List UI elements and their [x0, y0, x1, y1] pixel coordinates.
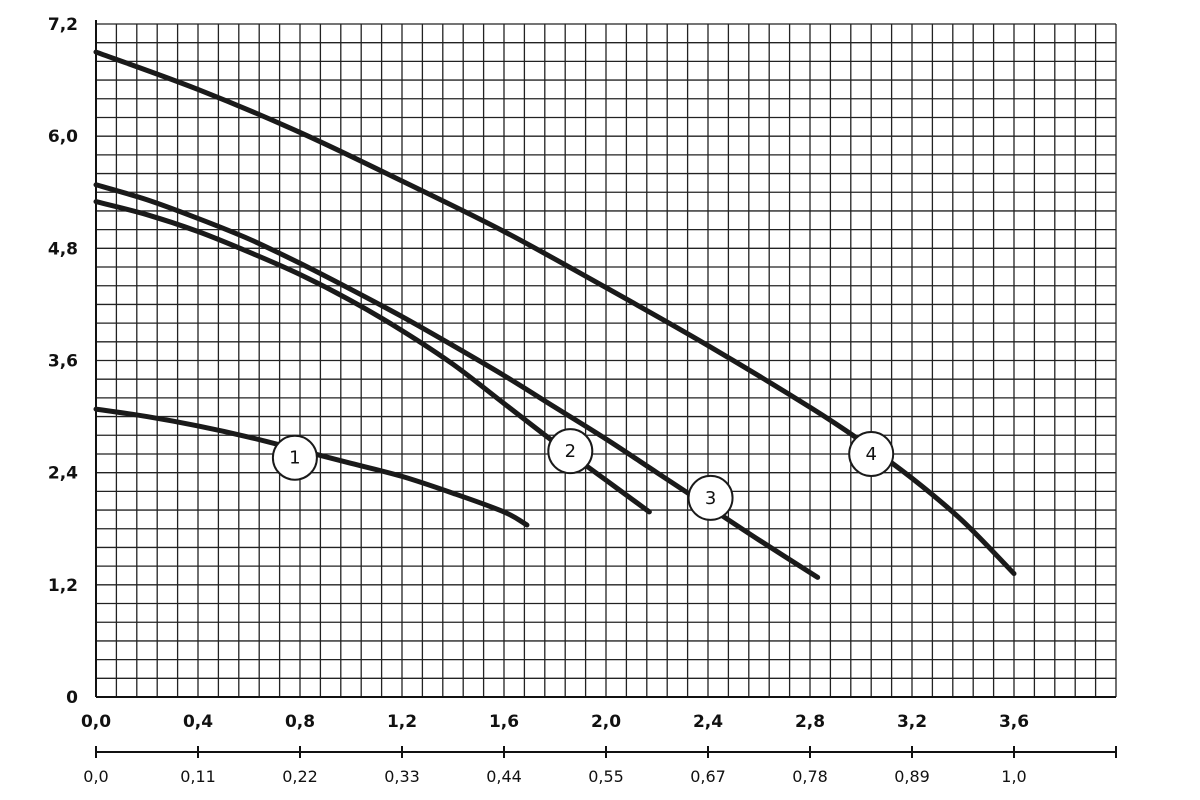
- curve-label-2: 2: [547, 428, 594, 475]
- y-tick-label: 2,4: [48, 464, 78, 484]
- curve-1: [93, 406, 530, 528]
- x-tick-label: 0,4: [183, 712, 213, 732]
- y-tick-label: 6,0: [48, 127, 78, 147]
- x-axis-ticks: 0,0 0,4 0,8 1,2 1,6 2,0 2,4 2,8 3,2 3,6: [81, 712, 1029, 732]
- curve-label-circle: [848, 430, 895, 477]
- secondary-x-tick-label: 1,0: [1001, 767, 1026, 786]
- curve-label-4: 4: [848, 430, 895, 477]
- curve-label-text: 1: [289, 448, 300, 469]
- y-tick-label: 0: [66, 688, 78, 708]
- y-tick-label: 4,8: [48, 239, 78, 259]
- curve-4: [93, 49, 1017, 577]
- y-tick-label: 3,6: [48, 352, 78, 372]
- grid: [95, 23, 1117, 698]
- x-tick-label: 2,0: [591, 712, 621, 732]
- x-tick-label: 1,2: [387, 712, 417, 732]
- x-tick-label: 0,0: [81, 712, 111, 732]
- curve-label-text: 3: [705, 488, 716, 509]
- secondary-x-tick-label: 0,0: [83, 767, 108, 786]
- x-tick-label: 2,8: [795, 712, 825, 732]
- secondary-x-tick-label: 0,89: [894, 767, 930, 786]
- curve-label-1: 1: [271, 434, 318, 481]
- secondary-x-tick-label: 0,78: [792, 767, 828, 786]
- secondary-x-tick-label: 0,67: [690, 767, 726, 786]
- curve-label-text: 2: [565, 441, 576, 462]
- y-tick-label: 7,2: [48, 15, 78, 35]
- secondary-x-tick-label: 0,33: [384, 767, 420, 786]
- x-tick-label: 0,8: [285, 712, 315, 732]
- curve-markers: 1 2 3 4: [271, 428, 895, 521]
- secondary-x-tick-label: 0,22: [282, 767, 318, 786]
- y-axis-ticks: 0 1,2 2,4 3,6 4,8 6,0 7,2: [48, 15, 78, 708]
- secondary-x-tick-label: 0,55: [588, 767, 624, 786]
- curve-label-circle: [271, 434, 318, 481]
- axes: [95, 20, 1117, 758]
- y-tick-label: 1,2: [48, 576, 78, 596]
- curve-label-text: 4: [865, 444, 876, 465]
- x-tick-label: 3,6: [999, 712, 1029, 732]
- secondary-x-tick-label: 0,44: [486, 767, 522, 786]
- x-tick-label: 2,4: [693, 712, 723, 732]
- curve-label-circle: [547, 428, 594, 475]
- curves: [93, 49, 1017, 580]
- curve-label-circle: [687, 474, 734, 521]
- secondary-x-axis-ticks: 0,0 0,11 0,22 0,33 0,44 0,55 0,67 0,78 0,89 1,0: [83, 767, 1026, 786]
- curve-label-3: 3: [687, 474, 734, 521]
- secondary-x-tick-label: 0,11: [180, 767, 216, 786]
- x-tick-label: 3,2: [897, 712, 927, 732]
- x-tick-label: 1,6: [489, 712, 519, 732]
